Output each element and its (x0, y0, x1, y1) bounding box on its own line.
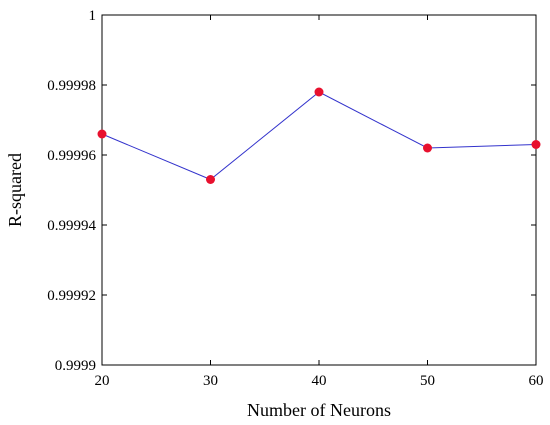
y-tick-label: 0.99998 (47, 78, 96, 94)
x-tick-label: 30 (203, 373, 218, 389)
x-tick-label: 60 (529, 373, 544, 389)
y-tick-label: 0.9999 (55, 358, 96, 374)
x-axis-label: Number of Neurons (247, 400, 391, 420)
series-line (101, 91, 537, 181)
x-tick-label: 50 (420, 373, 435, 389)
x-tick-label: 20 (95, 373, 110, 389)
y-tick-label: 1 (89, 8, 97, 24)
data-point (97, 129, 107, 139)
x-tick-label: 40 (312, 373, 327, 389)
data-point (206, 175, 215, 184)
y-tick-label: 0.99994 (47, 218, 96, 234)
y-tick-label: 0.99992 (47, 288, 96, 304)
y-axis-ticks: 0.9999 0.99992 0.99994 0.99996 0.99998 1 (47, 8, 536, 374)
data-point (531, 140, 541, 149)
y-axis-label: R-squared (5, 153, 25, 227)
x-axis-ticks: 20 30 40 50 60 (95, 15, 544, 389)
y-tick-label: 0.99996 (47, 148, 96, 164)
plot-frame (101, 14, 537, 366)
series-group (97, 87, 541, 184)
data-point (314, 87, 324, 97)
data-point (423, 143, 432, 153)
